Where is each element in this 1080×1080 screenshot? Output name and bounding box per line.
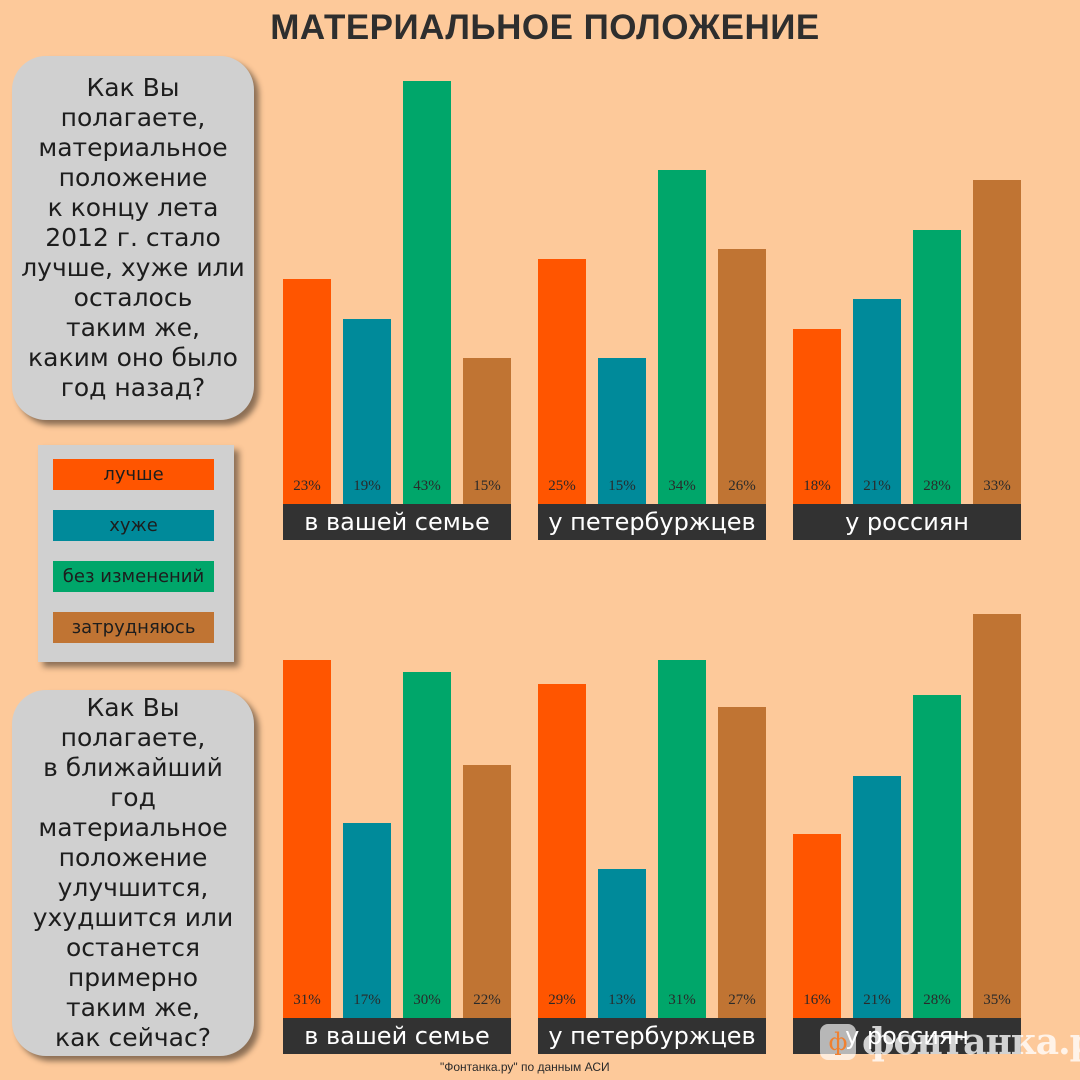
category-label: у россиян [793, 504, 1021, 540]
bar-worse [853, 298, 901, 507]
bar-worse [343, 822, 391, 1020]
legend-item-worse: хуже [53, 510, 214, 541]
bar-value-label: 13% [608, 992, 636, 1008]
fontanka-logo-icon: ф [820, 1024, 856, 1060]
question-bottom: Как Вы полагаете, в ближайший год матери… [12, 690, 254, 1056]
bar-value-label: 19% [353, 478, 381, 494]
bar-value-label: 28% [923, 478, 951, 494]
bar-undecided [973, 614, 1021, 1020]
bar-better [793, 834, 841, 1020]
legend: лучше хуже без изменений затрудняюсь [38, 445, 234, 662]
bar-value-label: 29% [548, 992, 576, 1008]
bar-undecided [718, 249, 766, 507]
bar-better [283, 660, 331, 1020]
bar-unchanged [913, 229, 961, 507]
bar-unchanged [913, 695, 961, 1020]
bar-undecided [718, 706, 766, 1020]
bar-value-label: 33% [983, 478, 1011, 494]
bar-value-label: 35% [983, 992, 1011, 1008]
bar-value-label: 18% [803, 478, 831, 494]
source-note: "Фонтанка.ру" по данным АСИ [440, 1060, 610, 1074]
bar-unchanged [658, 170, 706, 507]
category-label: в вашей семье [283, 1018, 511, 1054]
bar-chart-last-year: 23% 19% 43% 15% в вашей семье 25% 15% 34% 26% у п… [283, 80, 1021, 540]
bar-better [793, 328, 841, 507]
bar-better [283, 279, 331, 507]
bar-value-label: 21% [863, 478, 891, 494]
question-top: Как Вы полагаете, материальное положение… [12, 56, 254, 420]
bar-value-label: 17% [353, 992, 381, 1008]
bar-value-label: 22% [473, 992, 501, 1008]
category-label: у петербуржцев [538, 504, 766, 540]
bar-value-label: 16% [803, 992, 831, 1008]
bar-value-label: 15% [608, 478, 636, 494]
bar-unchanged [658, 660, 706, 1020]
bar-unchanged [403, 672, 451, 1020]
bar-chart-next-year: 31% 17% 30% 22% в вашей семье 29% 13% 31% 27% у п… [0, 540, 1080, 1060]
bar-worse [343, 318, 391, 507]
page-title: МАТЕРИАЛЬНОЕ ПОЛОЖЕНИЕ [270, 8, 820, 47]
bar-worse [853, 776, 901, 1020]
bar-value-label: 27% [728, 992, 756, 1008]
bar-unchanged [403, 80, 451, 507]
bar-undecided [463, 764, 511, 1020]
bar-better [538, 683, 586, 1020]
category-label: в вашей семье [283, 504, 511, 540]
legend-item-better: лучше [53, 459, 214, 490]
bar-worse [598, 358, 646, 507]
bar-value-label: 25% [548, 478, 576, 494]
fontanka-logo-text: фонтанка.ру [862, 1021, 1080, 1063]
bar-value-label: 28% [923, 992, 951, 1008]
bar-value-label: 21% [863, 992, 891, 1008]
legend-item-undecided: затрудняюсь [53, 612, 214, 643]
bar-value-label: 15% [473, 478, 501, 494]
bar-value-label: 43% [413, 478, 441, 494]
bar-value-label: 31% [293, 992, 321, 1008]
bar-value-label: 34% [668, 478, 696, 494]
bar-undecided [973, 179, 1021, 507]
category-label: у петербуржцев [538, 1018, 766, 1054]
bar-better [538, 259, 586, 507]
bar-value-label: 23% [293, 478, 321, 494]
bar-worse [598, 869, 646, 1020]
bar-value-label: 30% [413, 992, 441, 1008]
bar-undecided [463, 358, 511, 507]
bar-value-label: 31% [668, 992, 696, 1008]
fontanka-logo: ф фонтанка.ру ® [820, 1021, 1080, 1063]
bar-value-label: 26% [728, 478, 756, 494]
legend-item-unchanged: без изменений [53, 561, 214, 592]
